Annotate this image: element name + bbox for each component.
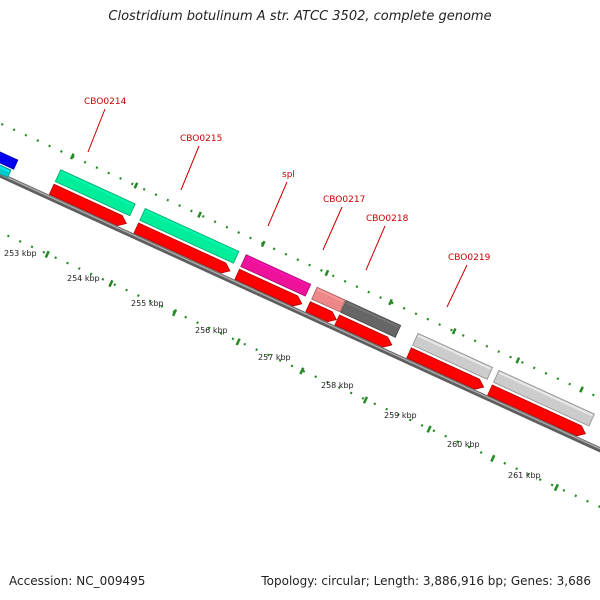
cds-arrow (133, 222, 231, 274)
gene-label: CBO0214 (84, 97, 127, 107)
feature-bar-shine (498, 371, 594, 417)
inner-major-tick (108, 279, 114, 288)
kbp-scale-label: 254 kbp (67, 274, 100, 283)
inner-major-tick (44, 250, 50, 259)
inner-major-tick (362, 396, 369, 404)
feature-bar (340, 299, 402, 338)
backbone-line (0, 172, 600, 453)
gene-label-leader (446, 264, 468, 308)
feature-bar-shine (345, 301, 400, 328)
kbp-scale-label: 257 kbp (258, 353, 291, 362)
feature-bar-shine (245, 256, 310, 287)
outer-major-tick (324, 269, 330, 277)
gene-label-leader (87, 108, 106, 153)
kbp-scale-label: 261 kbp (508, 471, 541, 480)
feature-bar (311, 286, 346, 313)
feature-bar (492, 369, 595, 427)
kbp-scale-label: 253 kbp (4, 249, 37, 258)
accession-text: Accession: NC_009495 (9, 574, 146, 588)
inner-major-tick (235, 338, 241, 346)
feature-bar-shine (316, 288, 344, 303)
gene-label: CBO0215 (180, 134, 222, 144)
gene-label: CBO0217 (323, 195, 365, 205)
backbone-highlight (0, 173, 600, 450)
inner-tick-track (0, 230, 600, 509)
outer-major-tick (260, 240, 266, 248)
topology-text: Topology: circular; Length: 3,886,916 bp… (261, 574, 591, 588)
outer-major-tick (451, 328, 457, 335)
inner-major-tick (299, 367, 305, 375)
outer-major-tick (515, 357, 521, 364)
gene-label: CBO0219 (448, 253, 491, 263)
feature-bar (412, 332, 494, 380)
inner-major-tick (490, 454, 496, 463)
gene-label-leader (267, 181, 288, 227)
kbp-scale-label: 260 kbp (447, 440, 480, 449)
gene-label: spl (282, 170, 295, 180)
inner-major-tick (553, 483, 560, 492)
kbp-scale-label: 259 kbp (384, 411, 417, 420)
inner-major-tick (171, 308, 178, 317)
feature-bar (54, 169, 136, 217)
outer-major-tick (579, 386, 584, 393)
cds-arrow (406, 347, 485, 390)
outer-major-tick (133, 182, 139, 189)
kbp-scale-label: 256 kbp (195, 326, 228, 335)
feature-bar (240, 254, 312, 297)
cds-arrow (48, 183, 127, 227)
gene-label-leader (365, 225, 386, 271)
cds-arrow (234, 268, 303, 307)
feature-bar-shine (144, 209, 238, 254)
kbp-scale-label: 258 kbp (321, 381, 354, 390)
gene-label-leader (322, 206, 343, 251)
cds-arrow (305, 301, 337, 323)
cds-arrow (487, 384, 586, 437)
map-title: Clostridium botulinum A str. ATCC 3502, … (108, 9, 492, 24)
feature-bar-shine (60, 171, 134, 207)
feature-bar (139, 207, 240, 264)
gene-label: CBO0218 (366, 214, 409, 224)
inner-major-tick (426, 425, 432, 433)
outer-tick-track (0, 122, 600, 400)
outer-major-tick (197, 211, 202, 218)
feature-bar-shine (0, 152, 17, 163)
kbp-scale-label: 255 kbp (131, 299, 164, 308)
feature-bar-shine (0, 166, 10, 173)
outer-major-tick (69, 153, 75, 160)
gene-label-leader (180, 145, 200, 191)
cds-arrow (334, 314, 393, 348)
feature-bar-shine (417, 334, 492, 370)
outer-major-tick (388, 298, 393, 306)
